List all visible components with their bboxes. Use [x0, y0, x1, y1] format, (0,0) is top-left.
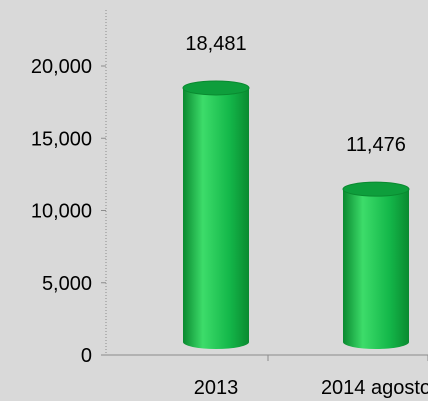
- data-label: 18,481: [185, 33, 246, 55]
- y-tick-label: 0: [81, 345, 92, 367]
- bar-2014-agosto: [342, 181, 410, 349]
- bar-layer: [182, 80, 410, 349]
- y-tick-label: 10,000: [31, 201, 92, 223]
- bar-top: [342, 181, 410, 197]
- data-label: 11,476: [346, 134, 406, 156]
- bar-top: [182, 80, 250, 96]
- y-tick-label: 5,000: [42, 273, 92, 295]
- y-tick-label: 20,000: [31, 56, 92, 78]
- bar-body: [183, 87, 249, 349]
- x-category-label: 2014 agosto: [321, 377, 428, 399]
- x-category-label: 2013: [194, 377, 239, 399]
- bar-body: [343, 189, 409, 349]
- label-layer: 18,481 2013 11,476 2014 agosto: [185, 33, 428, 399]
- y-tick-label: 15,000: [31, 128, 92, 150]
- axis-layer: 0 5,000 10,000 15,000 20,000: [31, 10, 428, 367]
- bar-2013: [182, 80, 250, 349]
